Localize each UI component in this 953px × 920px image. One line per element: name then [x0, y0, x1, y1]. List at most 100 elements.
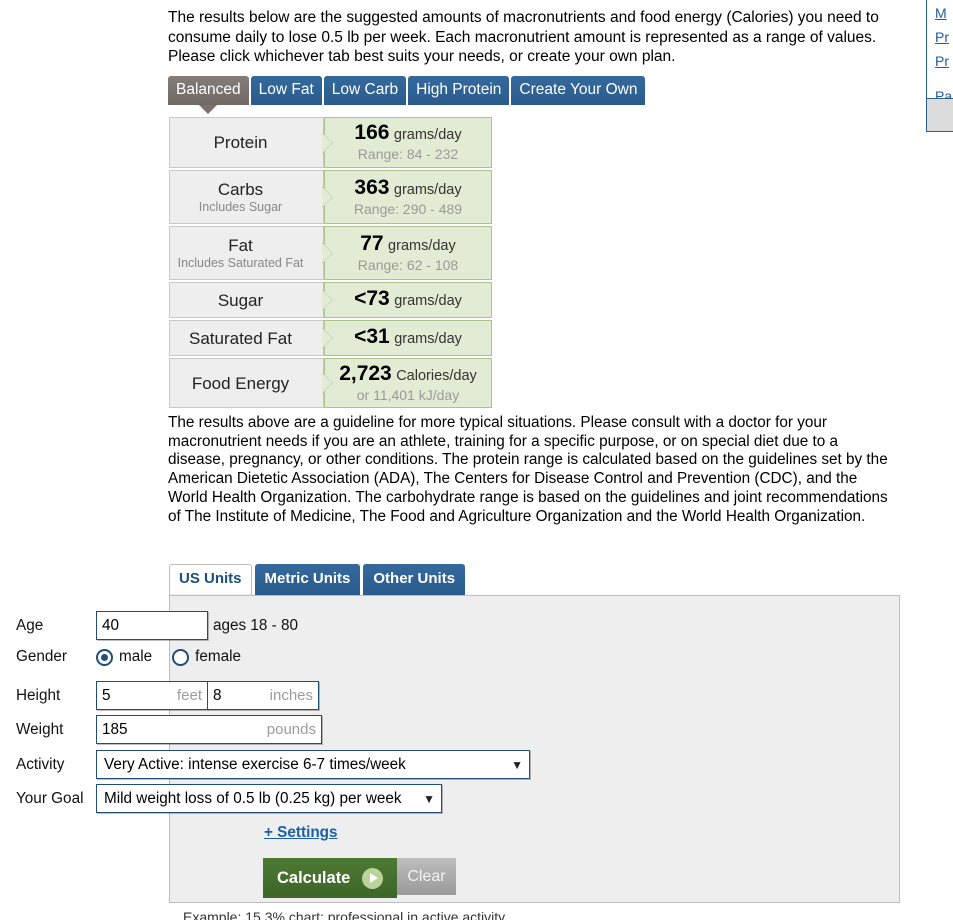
intro-paragraph: The results below are the suggested amou…: [168, 9, 879, 65]
result-amount-line: <73 grams/day: [354, 288, 462, 312]
macro-tab-create-your-own[interactable]: Create Your Own: [511, 76, 646, 105]
result-detail: Range: 290 - 489: [353, 200, 463, 217]
tab-other-units[interactable]: Other Units: [363, 564, 466, 595]
result-unit: grams/day: [393, 127, 462, 143]
result-amount-line: <31 grams/day: [354, 326, 462, 350]
radio-male-icon[interactable]: [96, 648, 113, 666]
macro-tab-low-carb[interactable]: Low Carb: [323, 76, 407, 105]
weight-value: 185: [102, 720, 128, 738]
sidebar-link-1[interactable]: M: [935, 5, 947, 21]
result-unit: grams/day: [394, 293, 462, 309]
sidebar-link-3[interactable]: Pr: [935, 53, 949, 69]
field-row-age: Age 40 ages 18 - 80: [16, 611, 298, 640]
result-name: Sugar: [217, 290, 264, 310]
result-name: Food Energy: [191, 373, 290, 393]
age-value: 40: [102, 616, 120, 634]
activity-select[interactable]: Very Active: intense exercise 6-7 times/…: [96, 750, 530, 779]
result-amount-line: 77 grams/day: [360, 231, 456, 257]
result-amount: <31: [354, 325, 390, 348]
height-feet-value: 5: [102, 686, 111, 704]
result-name: Protein: [213, 133, 268, 152]
height-inches-unit: inches: [269, 687, 313, 704]
age-hint: ages 18 - 80: [213, 616, 299, 634]
table-row: Sugar <73 grams/day: [169, 282, 492, 318]
calculate-button[interactable]: Calculate: [263, 858, 398, 898]
macro-tab-high-protein[interactable]: High Protein: [408, 76, 510, 105]
age-label: Age: [16, 616, 44, 634]
field-row-height: Height 5 feet 8 inches: [16, 681, 319, 710]
result-value-cell: <31 grams/day: [324, 320, 492, 356]
result-detail: or 11,401 kJ/day: [356, 386, 460, 403]
height-label: Height: [16, 686, 61, 704]
radio-female-icon[interactable]: [172, 648, 190, 666]
result-label-cell: Sugar: [169, 282, 324, 318]
result-name: Fat: [228, 236, 253, 255]
height-inches-value: 8: [213, 686, 222, 704]
chevron-right-icon: [322, 131, 333, 154]
chevron-right-icon: [322, 242, 333, 264]
result-label-cell: Saturated Fat: [169, 320, 324, 356]
macro-plan-tabs: Balanced Low Fat Low Carb High Protein C…: [168, 76, 646, 113]
table-row: Saturated Fat <31 grams/day: [169, 320, 492, 356]
chevron-right-icon: [322, 289, 333, 311]
gender-radio-female[interactable]: female: [172, 648, 241, 666]
field-row-gender: Gender male female: [16, 648, 241, 666]
sidebar-link-2[interactable]: Pr: [935, 29, 949, 45]
form-actions: Calculate Clear: [263, 858, 456, 898]
clear-button[interactable]: Clear: [397, 858, 456, 895]
gender-label: Gender: [16, 648, 68, 665]
goal-select[interactable]: Mild weight loss of 0.5 lb (0.25 kg) per…: [96, 784, 442, 813]
result-detail: Range: 84 - 232: [357, 146, 459, 162]
field-row-activity: Activity Very Active: intense exercise 6…: [16, 750, 530, 779]
weight-unit: pounds: [266, 721, 316, 738]
sidebar-spacer: [935, 77, 953, 88]
result-amount: 166: [354, 121, 390, 144]
tab-metric-units[interactable]: Metric Units: [254, 564, 361, 595]
result-amount: <73: [354, 287, 390, 310]
calculate-label: Calculate: [277, 868, 351, 887]
table-row: Protein 166 grams/day Range: 84 - 232: [169, 117, 492, 168]
activity-label: Activity: [16, 755, 65, 773]
result-label-cell: Food Energy: [169, 358, 324, 408]
result-label-cell: Protein: [169, 117, 324, 168]
goal-value: Mild weight loss of 0.5 lb (0.25 kg) per…: [104, 789, 402, 807]
settings-toggle-link[interactable]: + Settings: [264, 824, 338, 841]
height-feet-input[interactable]: 5 feet: [96, 681, 208, 710]
gender-radio-male[interactable]: male: [96, 648, 152, 666]
macro-tab-low-fat[interactable]: Low Fat: [250, 76, 322, 105]
age-input[interactable]: 40: [96, 611, 208, 640]
gender-male-label: male: [119, 648, 153, 665]
result-detail: Range: 62 - 108: [357, 256, 459, 273]
height-inches-input[interactable]: 8 inches: [207, 681, 319, 710]
tab-us-units[interactable]: US Units: [169, 564, 252, 595]
results-table: Protein 166 grams/day Range: 84 - 232 Ca…: [169, 117, 492, 410]
unit-tabs: US Units Metric Units Other Units: [169, 564, 466, 595]
weight-input[interactable]: 185 pounds: [96, 715, 322, 744]
weight-label: Weight: [16, 720, 64, 738]
activity-value: Very Active: intense exercise 6-7 times/…: [104, 755, 406, 773]
footnote-text: Example: 15.3% chart: professional in ac…: [183, 909, 506, 920]
height-feet-unit: feet: [176, 687, 202, 704]
result-value-cell: <73 grams/day: [324, 282, 492, 318]
chevron-right-icon: [322, 327, 333, 349]
table-row: Fat Includes Saturated Fat 77 grams/day …: [169, 226, 492, 280]
result-amount: 2,723: [339, 361, 392, 385]
result-amount-line: 2,723 Calories/day: [339, 361, 477, 387]
table-row: Carbs Includes Sugar 363 grams/day Range…: [169, 170, 492, 224]
result-unit: grams/day: [388, 237, 456, 254]
result-name: Saturated Fat: [188, 328, 292, 348]
sidebar-rail: M Pr Pr Pa: [926, 0, 953, 132]
gender-female-label: female: [195, 648, 242, 665]
result-label-cell: Carbs Includes Sugar: [169, 170, 324, 224]
result-unit: grams/day: [393, 181, 462, 198]
result-unit: grams/day: [394, 331, 462, 347]
field-row-weight: Weight 185 pounds: [16, 715, 322, 744]
result-name: Carbs: [217, 180, 264, 199]
result-value-cell: 2,723 Calories/day or 11,401 kJ/day: [324, 358, 492, 408]
result-amount-line: 363 grams/day: [354, 176, 462, 201]
result-amount: 77: [360, 231, 384, 255]
play-icon: [362, 867, 384, 889]
result-amount-line: 166 grams/day: [354, 122, 461, 146]
macro-tab-balanced[interactable]: Balanced: [168, 76, 249, 113]
